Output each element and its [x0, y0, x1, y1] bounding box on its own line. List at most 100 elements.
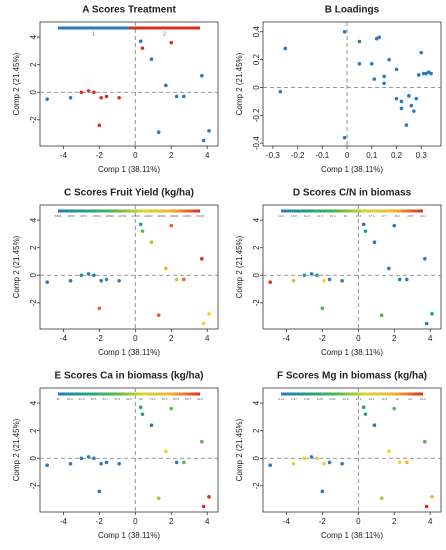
x-tick-label: 2	[392, 517, 397, 526]
colorbar-label: 10.2	[343, 397, 349, 401]
x-tick-label: 0	[133, 334, 138, 343]
colorbar-label: 14.9	[317, 214, 323, 218]
point	[182, 277, 186, 282]
x-tick-label: 4	[428, 334, 433, 343]
colorbar-label: 51.7	[102, 397, 108, 401]
colorbar-label: 83.5	[173, 397, 179, 401]
point	[399, 99, 404, 104]
x-tick-label: -4	[60, 334, 68, 343]
point	[164, 266, 168, 271]
y-tick-label: 2	[29, 428, 38, 433]
x-tick-label: 4	[205, 517, 210, 526]
point	[201, 321, 206, 326]
point	[92, 273, 96, 278]
colorbar-label: 78.3	[162, 397, 168, 401]
point	[357, 61, 362, 66]
point	[302, 273, 307, 278]
colorbar-label: 57.6	[114, 397, 120, 401]
panel: C Scores Fruit Yield (kg/ha)-4 -2 0 2 4-2024…	[12, 188, 219, 357]
colorbar-label: 2.37	[291, 397, 297, 401]
colorbar-label: 32000	[157, 214, 166, 218]
point	[291, 461, 296, 466]
colorbar-label: 36.2	[67, 397, 73, 401]
point	[404, 123, 409, 127]
point	[201, 504, 206, 509]
colorbar	[58, 392, 200, 396]
x-tick-label: 0	[356, 334, 361, 343]
colorbar-label: 41.3	[79, 397, 85, 401]
point	[419, 50, 424, 55]
point	[369, 61, 374, 66]
y-tick-label: 0.4	[252, 26, 261, 38]
y-tick-label: 0	[29, 272, 38, 277]
point	[68, 461, 73, 466]
point	[361, 405, 366, 410]
point	[320, 306, 325, 311]
colorbar-label: 14.3	[304, 214, 310, 218]
point	[207, 312, 211, 316]
point	[138, 39, 143, 44]
point	[424, 321, 429, 326]
colorbar-segment	[58, 26, 129, 30]
point	[372, 240, 377, 244]
colorbar-label: 13.8	[291, 214, 297, 218]
plot-frame	[39, 204, 219, 330]
point	[423, 439, 427, 444]
point	[291, 278, 296, 283]
point	[45, 97, 49, 101]
point	[357, 39, 362, 44]
x-tick-label: 4	[428, 517, 433, 526]
panel-title: D Scores C/N in biomass	[293, 188, 412, 199]
point	[309, 455, 314, 459]
y-axis-title: Comp 2 (21.45%)	[12, 52, 21, 115]
point	[164, 449, 168, 454]
x-tick-label: -2	[96, 517, 104, 526]
x-axis-title: Comp 1 (38.11%)	[321, 531, 383, 540]
colorbar-label: 46.5	[91, 397, 97, 401]
point	[283, 46, 288, 51]
panel-title: F Scores Mg in biomass (kg/ha)	[277, 371, 427, 382]
point	[268, 280, 272, 284]
point	[399, 106, 404, 111]
colorbar-label: 29400	[144, 214, 153, 218]
point	[423, 256, 427, 261]
point	[405, 277, 409, 282]
y-tick-label: 4	[252, 217, 261, 222]
y-axis-title: Comp 2 (21.45%)	[12, 235, 21, 298]
point	[382, 81, 386, 86]
x-tick-label: -0.3	[266, 151, 280, 160]
x-tick-label: 0.2	[391, 151, 403, 160]
point	[86, 89, 91, 93]
colorbar-label: 73.2	[150, 397, 156, 401]
point	[92, 90, 96, 95]
plot-frame	[39, 21, 219, 147]
y-tick-label: 0	[252, 85, 261, 90]
point	[140, 229, 145, 233]
point	[164, 83, 168, 88]
y-tick-label: -2	[252, 299, 261, 307]
point	[394, 96, 399, 101]
panel: D Scores C/N in biomass -4 -2 0 2 4 -2 0 2 4 Comp …	[235, 188, 442, 357]
point	[169, 223, 174, 228]
x-tick-label: 4	[205, 334, 210, 343]
point	[394, 67, 399, 72]
point	[200, 439, 204, 444]
point	[322, 461, 326, 466]
point	[327, 277, 332, 282]
colorbar-label: 18.8	[407, 214, 413, 218]
colorbar-label: 16.6	[356, 214, 362, 218]
point	[169, 406, 174, 411]
colorbar-label: 16.1	[381, 397, 387, 401]
x-tick-label: -0.1	[315, 151, 329, 160]
point	[429, 71, 433, 76]
point	[97, 306, 102, 311]
panel: E Scores Ca in biomass (kg/ha) -4 -2 0 2 4 -2 0…	[12, 371, 219, 540]
colorbar-label: 68	[139, 397, 143, 401]
point	[302, 456, 307, 461]
point	[200, 256, 204, 261]
point	[315, 273, 319, 278]
colorbar-label: 62.8	[126, 397, 132, 401]
y-tick-label: 4	[29, 400, 38, 405]
panel-title: B Loadings	[325, 5, 380, 16]
